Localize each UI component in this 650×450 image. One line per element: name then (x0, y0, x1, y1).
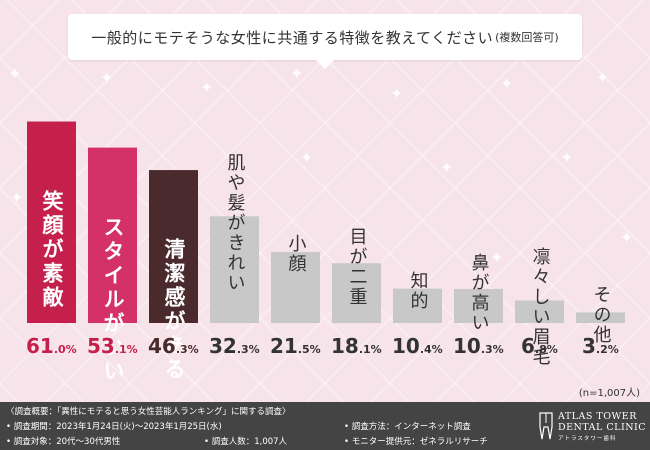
clinic-name: ATLAS TOWER DENTAL CLINIC (558, 411, 646, 433)
category-label-5: 小顔 (285, 233, 307, 274)
value-label-1: 61.0% (26, 334, 77, 358)
survey-count: • 調査人数：1,007人 (204, 437, 288, 447)
survey-target: • 調査対象：20代〜30代男性 (6, 437, 121, 447)
sparkle-decoration: ✦ (490, 248, 504, 267)
value-label-9: 6.8% (521, 334, 558, 358)
bar-1 (27, 121, 76, 323)
chart-title: 一般的にモテそうな女性に共通する特徴を教えてください (91, 28, 494, 47)
clinic-name-line1: ATLAS TOWER (558, 411, 637, 422)
value-label-5: 21.5% (270, 334, 321, 358)
bar-4 (210, 216, 259, 323)
clinic-name-line2: DENTAL CLINIC (558, 422, 647, 433)
value-label-6: 18.1% (331, 334, 382, 358)
category-label-4: 肌や髪がきれい (224, 153, 246, 294)
sparkle-decoration: ✦ (8, 64, 22, 83)
bar-5 (271, 251, 320, 323)
category-label-2: スタイルがいい (101, 215, 125, 384)
sample-size-label: (n=1,007人) (578, 388, 640, 399)
survey-footer: 〈調査概要：「異性にモテると思う女性芸能人ランキング」に関する調査〉 • 調査期… (0, 402, 650, 450)
clinic-name-japanese: アトラスタワー歯科 (558, 436, 617, 442)
bar-6 (332, 263, 381, 323)
category-label-9: 凛々しい眉毛 (529, 246, 551, 367)
category-label-6: 目が二重 (346, 227, 368, 308)
value-label-8: 10.3% (453, 334, 504, 358)
bar-7 (393, 288, 442, 323)
tooth-logo-icon (539, 412, 553, 440)
category-label-8: 鼻が高い (468, 252, 490, 333)
survey-overview: 〈調査概要：「異性にモテると思う女性芸能人ランキング」に関する調査〉 (6, 407, 291, 417)
bar-10 (576, 312, 625, 323)
bar-3 (149, 170, 198, 323)
sparkle-decoration: ✦ (100, 68, 114, 87)
value-label-7: 10.4% (392, 334, 443, 358)
bar-8 (454, 288, 503, 323)
chart-title-box: 一般的にモテそうな女性に共通する特徴を教えてください (複数回答可) (68, 14, 582, 69)
sparkle-decoration: ✦ (390, 84, 404, 103)
value-label-2: 53.1% (87, 334, 138, 358)
survey-method: • 調査方法：インターネット調査 (344, 422, 471, 432)
clinic-logo: ATLAS TOWER DENTAL CLINIC アトラスタワー歯科 (538, 408, 646, 444)
survey-period: • 調査期間：2023年1月24日(火)〜2023年1月25日(水) (6, 422, 222, 432)
sparkle-decoration: ✦ (596, 68, 610, 87)
category-label-3: 清潔感がある (162, 238, 186, 383)
sparkle-decoration: ✦ (290, 64, 304, 83)
sparkle-decoration: ✦ (560, 148, 574, 167)
value-label-10: 3.2% (582, 334, 619, 358)
chart-subtitle: (複数回答可) (495, 31, 559, 44)
sparkle-decoration: ✦ (200, 78, 214, 97)
category-label-7: 知的 (407, 270, 429, 311)
bar-2 (88, 147, 137, 323)
sparkle-decoration: ✦ (300, 148, 314, 167)
sparkle-decoration: ✦ (10, 188, 24, 207)
sparkle-decoration: ✦ (500, 74, 514, 93)
bar-9 (515, 300, 564, 323)
value-label-3: 46.3% (148, 334, 199, 358)
sparkle-decoration: ✦ (440, 158, 454, 177)
category-label-1: 笑顔が素敵 (40, 189, 64, 310)
category-label-10: その他 (590, 285, 612, 346)
sparkle-decoration: ✦ (620, 228, 634, 247)
survey-provider: • モニター提供元：ゼネラルリサーチ (344, 437, 488, 447)
value-label-4: 32.3% (209, 334, 260, 358)
